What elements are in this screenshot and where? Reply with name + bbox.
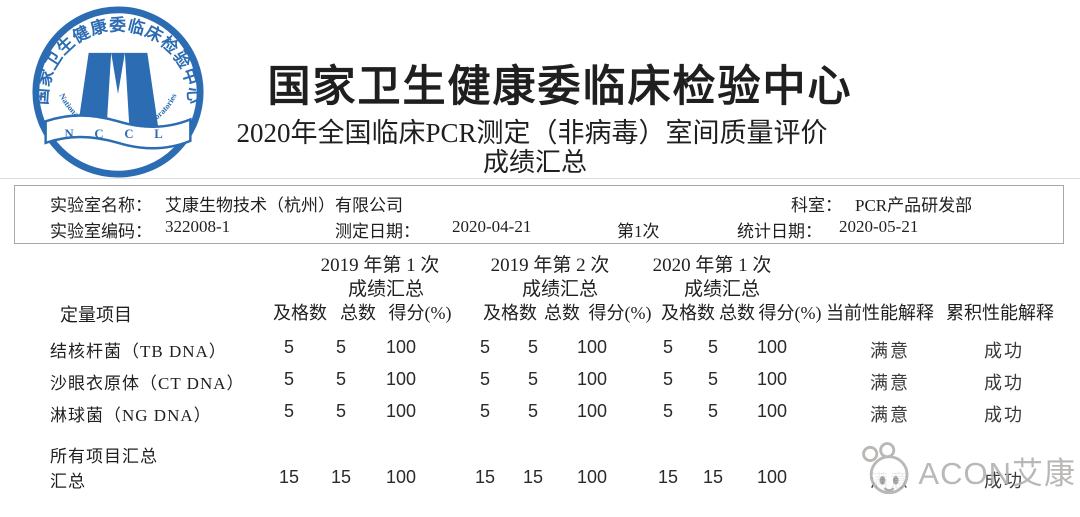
table-cell: 100 [756,337,788,357]
test-date-label: 测定日期： [335,222,420,241]
table-cell: 100 [756,369,788,389]
page-subtitle: 2020年全国临床PCR测定（非病毒）室间质量评价 [236,118,828,148]
table-cell: 100 [576,467,608,487]
group-header: 成绩汇总 [347,279,425,300]
lab-info-box: 实验室名称： 艾康生物技术（杭州）有限公司 科室： PCR产品研发部 实验室编码… [14,185,1064,244]
table-cell: 5 [479,401,491,421]
table-cell: 15 [702,467,724,487]
col-header: 得分(%) [758,303,822,323]
summary-label: 所有项目汇总 [50,447,158,466]
table-cell: 5 [283,369,295,389]
table-cell: 5 [479,369,491,389]
table-row: 结核杆菌（TB DNA） 5 5 100 5 5 100 5 5 100 满意 … [0,337,1080,361]
page-subtitle-2: 成绩汇总 [482,148,587,177]
table-cell: 5 [527,337,539,357]
lab-name-label: 实验室名称： [50,196,152,215]
cumulative-performance-cell: 成功 [984,373,1024,393]
table-row: 沙眼衣原体（CT DNA） 5 5 100 5 5 100 5 5 100 满意… [0,369,1080,393]
current-performance-cell: 满意 [870,341,910,361]
col-header: 及格数 [661,303,715,323]
nccl-logo: 国家卫生健康委临床检验中心 National Center for Clinic… [32,6,204,178]
table-cell: 5 [707,369,719,389]
table-cell: 15 [278,467,300,487]
cumulative-performance-cell: 成功 [984,341,1024,361]
item-column-header: 定量项目 [60,305,132,325]
table-cell: 5 [662,369,674,389]
group-header: 2019 年第 1 次 [320,255,440,276]
col-header: 得分(%) [588,303,652,323]
cumulative-performance-cell: 成功 [984,405,1024,425]
col-header: 总数 [719,303,755,323]
row-label: 沙眼衣原体（CT DNA） [50,374,245,393]
summary-label-2: 汇总 [50,472,86,491]
group-header: 成绩汇总 [521,279,599,300]
table-cell: 5 [527,401,539,421]
department-label: 科室： [791,196,842,215]
current-performance-cell: 满意 [870,405,910,425]
round-value: 第1次 [617,222,660,241]
table-cell: 5 [662,401,674,421]
summary-row: 汇总 15 15 100 15 15 100 15 15 100 满意 成功 [0,467,1080,491]
logo-banner-acronym: N C C L [64,127,171,141]
group-header-row-2: 成绩汇总 成绩汇总 成绩汇总 [0,274,1080,300]
table-cell: 100 [385,401,417,421]
header-divider [0,178,1080,179]
col-header: 及格数 [483,303,537,323]
lab-name-value: 艾康生物技术（杭州）有限公司 [165,196,403,215]
logo-banner [44,114,192,150]
col-header: 及格数 [273,303,327,323]
table-cell: 5 [335,401,347,421]
lab-code-label: 实验室编码： [50,222,152,241]
lab-code-value: 322008-1 [165,217,231,236]
table-cell: 5 [527,369,539,389]
table-cell: 5 [335,337,347,357]
sub-header-row: 及格数 总数 得分(%) 及格数 总数 得分(%) 及格数 总数 得分(%) 当… [0,299,1080,323]
stat-date-label: 统计日期： [737,222,822,241]
group-header-row-1: 2019 年第 1 次 2019 年第 2 次 2020 年第 1 次 [0,250,1080,276]
table-cell: 100 [385,369,417,389]
table-cell: 15 [474,467,496,487]
group-header: 2020 年第 1 次 [652,255,772,276]
row-label: 淋球菌（NG DNA） [50,406,212,425]
table-cell: 5 [283,337,295,357]
table-cell: 5 [707,337,719,357]
table-cell: 100 [385,337,417,357]
table-cell: 100 [385,467,417,487]
group-header: 成绩汇总 [683,279,761,300]
table-cell: 5 [283,401,295,421]
current-performance-header: 当前性能解释 [826,303,934,323]
table-cell: 5 [335,369,347,389]
cumulative-performance-cell: 成功 [984,471,1024,491]
table-cell: 100 [576,337,608,357]
col-header: 总数 [544,303,580,323]
table-row: 淋球菌（NG DNA） 5 5 100 5 5 100 5 5 100 满意 成… [0,401,1080,425]
current-performance-cell: 满意 [870,373,910,393]
table-cell: 100 [756,401,788,421]
table-cell: 15 [657,467,679,487]
table-cell: 100 [576,401,608,421]
current-performance-cell: 满意 [870,471,910,491]
col-header: 总数 [340,303,376,323]
cumulative-performance-header: 累积性能解释 [946,303,1054,323]
test-date-value: 2020-04-21 [452,217,532,236]
table-cell: 100 [576,369,608,389]
summary-row-label-line: 所有项目汇总 [0,442,1080,466]
table-cell: 5 [662,337,674,357]
table-cell: 100 [756,467,788,487]
table-cell: 5 [479,337,491,357]
col-header: 得分(%) [388,303,452,323]
logo-beaker-emblem [76,52,160,134]
group-header: 2019 年第 2 次 [490,255,610,276]
table-cell: 15 [330,467,352,487]
department-value: PCR产品研发部 [855,196,973,215]
page-title: 国家卫生健康委临床检验中心 [267,64,853,111]
table-cell: 5 [707,401,719,421]
stat-date-value: 2020-05-21 [839,217,919,236]
table-cell: 15 [522,467,544,487]
row-label: 结核杆菌（TB DNA） [50,342,227,361]
